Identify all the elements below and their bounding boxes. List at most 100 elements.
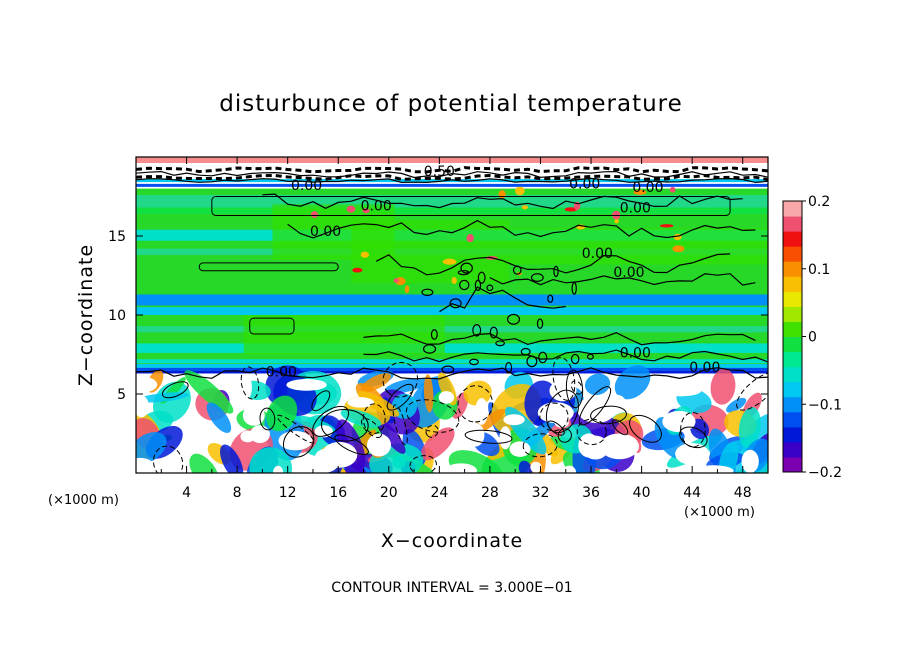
x-axis-unit: (×1000 m) [684,505,755,520]
turbulence-gap [582,435,609,460]
contour-small-loop [538,351,548,364]
contour-loop [282,426,315,458]
contour-loop [240,366,260,400]
contour-line [287,219,756,239]
contour-box [249,317,295,335]
colorbar-swatch [783,246,802,262]
turbulence-blob [518,460,533,473]
contour-line [489,273,756,286]
contour-small-loop [505,361,513,374]
contour-small-loop [520,347,531,356]
contour-label: 0.00 [632,180,663,196]
colorbar-swatch [783,321,802,337]
turbulence-blob [249,447,293,473]
turbulence-gap [249,425,270,444]
speckle [310,211,318,218]
y-axis-label: Z−coordinate [75,244,97,386]
colorbar-swatch [783,216,802,232]
speckle [442,258,457,265]
contour-small-loop [460,262,473,274]
x-axis-ticks: 4 8 12 16 20 24 28 32 36 40 44 48 [160,157,752,501]
contour-label: 0.00 [620,200,651,216]
speckle [659,224,674,228]
turbulence-blob [384,377,428,394]
x-tick-label: 28 [481,485,499,501]
contour-line-dashed [136,173,768,182]
contour-small-loop [506,313,521,325]
turbulence-blob [136,432,167,465]
colorbar-tick-label: −0.1 [808,397,842,413]
field-stripe [136,207,768,214]
plot-area [136,157,768,473]
contour-loop [552,356,576,401]
contour-small-loop [422,344,437,354]
colorbar-tick-label: 0 [808,330,817,346]
contour-loop [464,429,513,444]
contour-line [136,170,768,179]
chart-title: disturbunce of potential temperature [219,91,683,117]
contour-small-loop [586,353,594,360]
contour-small-loop [547,294,554,303]
contour-layer [136,166,768,473]
colorbar-swatch [783,291,802,307]
contour-loop [612,419,629,436]
turbulence-blob [266,395,298,432]
contour-small-loop [512,265,522,275]
turbulence-gap [445,463,477,473]
colorbar-tick-label: 0.1 [808,262,830,278]
upper-band-red [136,157,768,163]
y-tick-label: 10 [108,308,126,324]
colorbar-swatch [783,306,802,322]
colorbar-swatch [783,276,802,292]
contour-loop [522,433,558,458]
colorbar-swatch [783,456,802,473]
turbulence-gap [605,394,626,409]
turbulence-gap [662,410,696,433]
x-tick-label: 4 [182,485,191,501]
contour-small-loop [457,269,470,276]
speckle [564,207,578,212]
turbulence-gap [660,385,702,397]
contour-small-loop [536,318,544,329]
turbulence-gap [366,433,392,457]
field-stripe [136,307,768,315]
contour-loop [457,385,494,423]
turbulence-blob [344,461,367,473]
field-stripe [136,343,768,353]
contour-loop [409,455,437,473]
contour-label-layer: 0.500.000.000.000.00 0.000.000.000.000.00… [266,164,721,381]
turbulence-blob [423,374,434,413]
turbulence-gap [499,426,512,450]
colorbar-swatch [783,231,802,247]
turbulence-gap [286,378,327,391]
contour-small-loop [570,353,580,365]
colorbar-swatch [783,411,802,428]
x-tick-label: 16 [329,485,347,501]
turbulence-blob [357,391,400,417]
contour-small-loop [526,355,538,368]
colorbar-swatch [783,201,802,217]
contour-small-loop [474,279,482,292]
contour-loop [425,424,439,438]
turbulence-blob [376,418,406,454]
turbulence-gap [503,414,525,426]
contour-small-loop [441,365,455,374]
contour-loop [392,404,408,446]
contour-loop [362,403,386,435]
y-tick-label: 5 [117,387,126,403]
x-tick-label: 32 [532,485,550,501]
field-stripe [136,326,768,333]
speckle [521,205,529,210]
turbulence-gap [238,374,252,401]
contour-line [262,193,743,210]
colorbar-swatch [783,366,802,383]
turbulence-gap [599,433,639,460]
field-stripe [136,367,768,372]
turbulence-blob [137,392,189,403]
contour-loop [312,405,350,437]
colorbar-swatch [783,396,802,413]
x-tick-label: 8 [233,485,242,501]
turbulence-blob [710,368,736,405]
x-tick-label: 36 [582,485,600,501]
contour-interval-text: CONTOUR INTERVAL = 3.000E−01 [331,580,572,596]
